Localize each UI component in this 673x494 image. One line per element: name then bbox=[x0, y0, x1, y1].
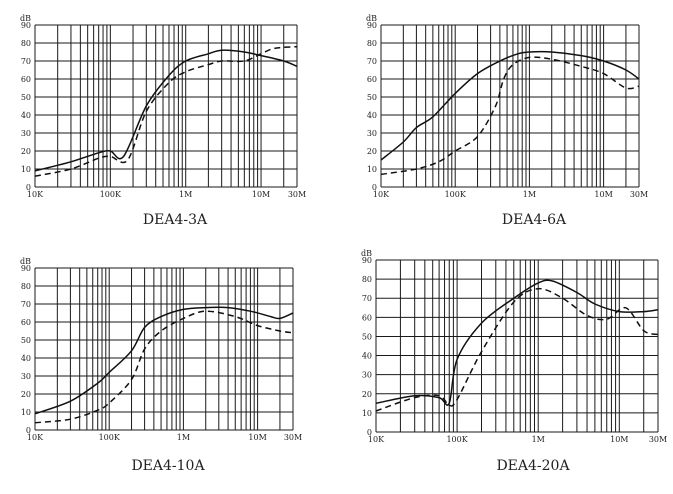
x-tick-label: 30M bbox=[288, 190, 306, 199]
y-tick-label: 40 bbox=[367, 111, 377, 120]
series-line-dashed bbox=[34, 310, 294, 424]
y-tick-label: 20 bbox=[362, 390, 372, 399]
y-tick-label: 40 bbox=[21, 354, 31, 363]
chart-title: DEA4-10A bbox=[131, 458, 205, 474]
y-tick-label: 30 bbox=[21, 372, 31, 381]
y-tick-label: 90 bbox=[362, 256, 372, 265]
x-tick-label: 100K bbox=[446, 435, 468, 444]
y-tick-label: 10 bbox=[362, 409, 372, 418]
y-tick-label: 70 bbox=[21, 300, 31, 309]
y-tick-label: 20 bbox=[21, 147, 31, 156]
x-tick-label: 10K bbox=[27, 433, 44, 442]
y-tick-label: 80 bbox=[21, 39, 31, 48]
series-line-solid bbox=[380, 50, 640, 161]
y-tick-label: 0 bbox=[372, 183, 377, 192]
y-tick-label: 50 bbox=[367, 93, 377, 102]
y-tick-label: 60 bbox=[21, 318, 31, 327]
y-tick-label: 70 bbox=[21, 57, 31, 66]
y-tick-label: 80 bbox=[21, 282, 31, 291]
x-tick-label: 10M bbox=[252, 190, 270, 199]
y-tick-label: 90 bbox=[21, 264, 31, 273]
y-tick-label: 0 bbox=[26, 426, 31, 435]
x-tick-label: 1M bbox=[523, 190, 536, 199]
x-tick-label: 30M bbox=[649, 435, 667, 444]
x-tick-label: 1M bbox=[177, 433, 190, 442]
y-tick-label: 90 bbox=[21, 21, 31, 30]
chart-title: DEA4-3A bbox=[143, 212, 208, 228]
y-tick-label: 60 bbox=[367, 75, 377, 84]
y-tick-label: 30 bbox=[21, 129, 31, 138]
y-tick-label: 20 bbox=[367, 147, 377, 156]
y-tick-label: 10 bbox=[367, 165, 377, 174]
y-tick-label: 0 bbox=[26, 183, 31, 192]
x-tick-label: 100K bbox=[99, 433, 121, 442]
y-tick-label: 40 bbox=[362, 352, 372, 361]
x-tick-label: 30M bbox=[630, 190, 648, 199]
y-unit-label: dB bbox=[366, 14, 377, 23]
y-unit-label: dB bbox=[361, 249, 372, 258]
y-tick-label: 70 bbox=[362, 294, 372, 303]
chart-title: DEA4-6A bbox=[502, 212, 567, 228]
y-tick-label: 60 bbox=[362, 313, 372, 322]
series-line-dashed bbox=[380, 56, 640, 176]
y-tick-label: 60 bbox=[21, 75, 31, 84]
x-tick-label: 10K bbox=[373, 190, 390, 199]
x-tick-label: 10M bbox=[248, 433, 266, 442]
y-tick-label: 90 bbox=[367, 21, 377, 30]
y-tick-label: 30 bbox=[367, 129, 377, 138]
y-tick-label: 30 bbox=[362, 371, 372, 380]
y-tick-label: 10 bbox=[21, 408, 31, 417]
y-tick-label: 80 bbox=[362, 275, 372, 284]
y-tick-label: 50 bbox=[21, 336, 31, 345]
x-tick-label: 10K bbox=[27, 190, 44, 199]
x-tick-label: 100K bbox=[445, 190, 467, 199]
x-tick-label: 10M bbox=[610, 435, 628, 444]
series-line-solid bbox=[34, 306, 294, 415]
y-tick-label: 70 bbox=[367, 57, 377, 66]
x-tick-label: 30M bbox=[284, 433, 302, 442]
y-tick-label: 50 bbox=[362, 332, 372, 341]
series-line-dashed bbox=[375, 287, 659, 412]
series-line-dashed bbox=[34, 45, 298, 177]
y-tick-label: 10 bbox=[21, 165, 31, 174]
x-tick-label: 100K bbox=[100, 190, 122, 199]
x-tick-label: 1M bbox=[532, 435, 545, 444]
chart-title: DEA4-20A bbox=[496, 458, 570, 474]
y-tick-label: 20 bbox=[21, 390, 31, 399]
y-tick-label: 80 bbox=[367, 39, 377, 48]
y-tick-label: 40 bbox=[21, 111, 31, 120]
y-unit-label: dB bbox=[20, 257, 31, 266]
x-tick-label: 10M bbox=[594, 190, 612, 199]
x-tick-label: 10K bbox=[368, 435, 385, 444]
y-unit-label: dB bbox=[20, 14, 31, 23]
y-tick-label: 50 bbox=[21, 93, 31, 102]
y-tick-label: 0 bbox=[367, 428, 372, 437]
x-tick-label: 1M bbox=[179, 190, 192, 199]
